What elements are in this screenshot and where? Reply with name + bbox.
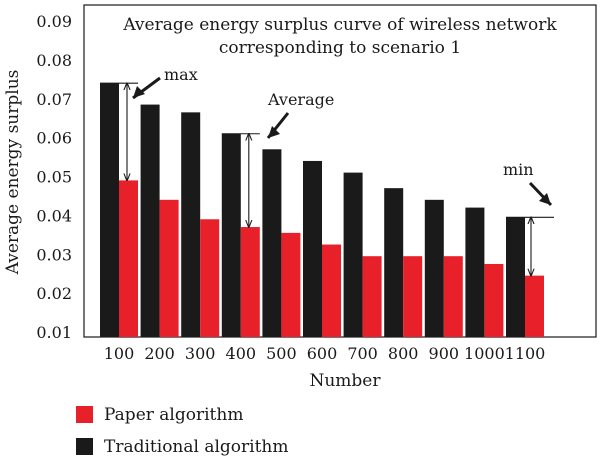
x-tick-label: 1000	[464, 344, 505, 363]
bar-paper	[525, 275, 544, 337]
bar-traditional	[303, 160, 322, 337]
x-tick-label: 500	[266, 344, 297, 363]
y-axis-ticks: 0.01 0.02 0.03 0.04 0.05 0.06 0.07 0.08 0.09	[36, 12, 72, 342]
bar-traditional	[262, 149, 282, 337]
y-tick-label: 0.08	[36, 51, 72, 70]
y-tick-label: 0.04	[36, 206, 72, 225]
y-tick-label: 0.03	[36, 245, 72, 264]
x-tick-label: 400	[226, 344, 257, 363]
y-tick-label: 0.01	[36, 323, 72, 342]
y-tick-label: 0.07	[36, 90, 72, 109]
annotations: max Average min	[100, 65, 554, 276]
bar-traditional	[384, 188, 404, 337]
bar-paper	[443, 256, 463, 337]
legend-swatch-paper	[76, 406, 93, 423]
x-axis-ticks: 100 200 300 400 500 600 700 800 900 1000 1100	[104, 344, 546, 363]
bar-traditional	[506, 217, 525, 337]
legend-label-paper: Paper algorithm	[104, 405, 243, 425]
chart-title-line-1: Average energy surplus curve of wireless…	[122, 15, 557, 35]
bar-paper	[200, 219, 220, 337]
bar-traditional	[100, 83, 119, 337]
bar-paper	[240, 227, 260, 337]
x-tick-label: 1100	[505, 344, 546, 363]
y-tick-label: 0.09	[36, 12, 72, 31]
x-tick-label: 900	[429, 344, 460, 363]
bar-paper	[403, 256, 423, 337]
bar-paper	[484, 263, 504, 337]
annotation-pointer-head	[539, 193, 551, 205]
bar-paper	[362, 256, 382, 337]
x-tick-label: 800	[388, 344, 419, 363]
bars	[100, 83, 544, 337]
y-tick-label: 0.06	[36, 129, 72, 148]
bar-traditional	[221, 133, 241, 337]
bar-paper	[281, 232, 301, 337]
y-tick-label: 0.02	[36, 284, 72, 303]
bar-traditional	[343, 172, 363, 337]
bar-traditional	[181, 112, 201, 337]
x-tick-label: 700	[347, 344, 378, 363]
legend-label-traditional: Traditional algorithm	[104, 437, 289, 457]
bar-traditional	[140, 104, 160, 337]
annotation-pointer-head	[133, 86, 145, 98]
chart-title-line-2: corresponding to scenario 1	[219, 38, 461, 58]
bar-paper	[159, 199, 179, 337]
annotation-label: Average	[267, 90, 334, 109]
bar-paper	[119, 180, 138, 337]
x-tick-label: 100	[104, 344, 135, 363]
x-axis-label: Number	[309, 371, 381, 391]
bar-traditional	[424, 199, 444, 337]
x-tick-label: 600	[307, 344, 338, 363]
annotation-pointer-head	[268, 126, 280, 138]
x-tick-label: 300	[185, 344, 216, 363]
y-axis-label: Average energy surplus	[3, 70, 23, 276]
x-tick-label: 200	[144, 344, 175, 363]
annotation-label: max	[164, 65, 198, 84]
legend-swatch-traditional	[76, 438, 93, 455]
y-tick-label: 0.05	[36, 168, 72, 187]
bar-traditional	[465, 207, 485, 337]
annotation-label: min	[503, 160, 534, 179]
bar-paper	[322, 244, 341, 337]
